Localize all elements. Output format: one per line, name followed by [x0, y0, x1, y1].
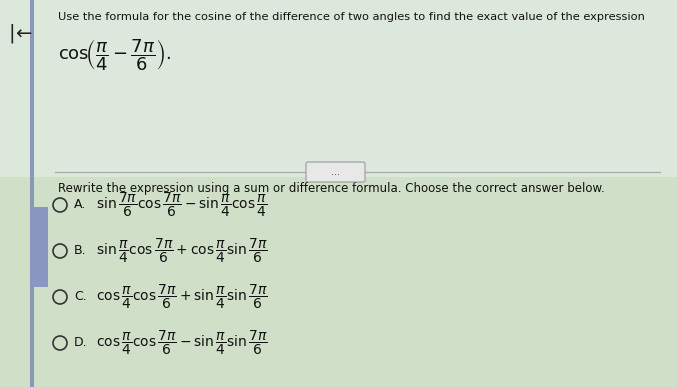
FancyBboxPatch shape: [30, 207, 48, 287]
Text: A.: A.: [74, 199, 86, 212]
Text: $\mathrm{cos}\!\left(\dfrac{\pi}{4} - \dfrac{7\pi}{6}\right).$: $\mathrm{cos}\!\left(\dfrac{\pi}{4} - \d…: [58, 37, 171, 73]
Text: Use the formula for the cosine of the difference of two angles to find the exact: Use the formula for the cosine of the di…: [58, 12, 645, 22]
FancyBboxPatch shape: [0, 177, 677, 387]
FancyBboxPatch shape: [306, 162, 365, 182]
Text: Rewrite the expression using a sum or difference formula. Choose the correct ans: Rewrite the expression using a sum or di…: [58, 182, 605, 195]
Text: $\sin\dfrac{\pi}{4}\cos\dfrac{7\pi}{6} + \cos\dfrac{\pi}{4}\sin\dfrac{7\pi}{6}$: $\sin\dfrac{\pi}{4}\cos\dfrac{7\pi}{6} +…: [96, 237, 268, 265]
Text: $\cos\dfrac{\pi}{4}\cos\dfrac{7\pi}{6} - \sin\dfrac{\pi}{4}\sin\dfrac{7\pi}{6}$: $\cos\dfrac{\pi}{4}\cos\dfrac{7\pi}{6} -…: [96, 329, 268, 357]
Text: C.: C.: [74, 291, 87, 303]
Text: $|\!\leftarrow$: $|\!\leftarrow$: [8, 22, 32, 45]
FancyBboxPatch shape: [30, 0, 34, 387]
Text: D.: D.: [74, 337, 87, 349]
Text: ...: ...: [330, 167, 339, 177]
FancyBboxPatch shape: [0, 0, 677, 177]
Text: B.: B.: [74, 245, 87, 257]
Text: $\sin\dfrac{7\pi}{6}\cos\dfrac{7\pi}{6} - \sin\dfrac{\pi}{4}\cos\dfrac{\pi}{4}$: $\sin\dfrac{7\pi}{6}\cos\dfrac{7\pi}{6} …: [96, 191, 267, 219]
Text: $\cos\dfrac{\pi}{4}\cos\dfrac{7\pi}{6} + \sin\dfrac{\pi}{4}\sin\dfrac{7\pi}{6}$: $\cos\dfrac{\pi}{4}\cos\dfrac{7\pi}{6} +…: [96, 283, 268, 311]
